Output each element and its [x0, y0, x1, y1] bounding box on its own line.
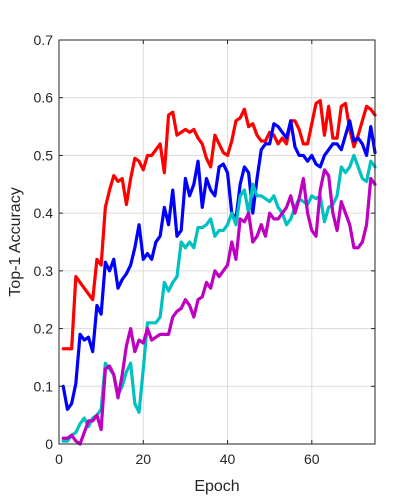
y-tick-label: 0: [45, 436, 53, 452]
y-tick-label: 0.2: [34, 321, 54, 337]
x-tick-label: 0: [55, 451, 63, 467]
y-tick-label: 0.1: [34, 378, 54, 394]
y-axis-ticks: 0 0.1 0.2 0.3 0.4 0.5 0.6 0.7: [34, 32, 375, 452]
series-line-4: [61, 168, 377, 446]
grid: [58, 39, 375, 445]
y-tick-label: 0.4: [34, 205, 54, 221]
x-axis-ticks: 0 20 40 60: [55, 40, 320, 467]
y-tick-label: 0.3: [34, 263, 54, 279]
series-lines: [61, 98, 377, 446]
y-tick-label: 0.6: [34, 90, 54, 106]
series-line-1: [61, 98, 377, 351]
x-tick-label: 60: [304, 451, 320, 467]
x-tick-label: 20: [135, 451, 151, 467]
series-line-3: [61, 153, 377, 443]
x-tick-label: 40: [220, 451, 236, 467]
series-line-2: [61, 119, 377, 411]
x-axis-label: Epoch: [194, 478, 239, 495]
plot-frame: [58, 39, 376, 445]
y-axis-label: Top-1 Accuracy: [7, 187, 24, 296]
y-tick-label: 0.5: [34, 147, 54, 163]
y-tick-label: 0.7: [34, 32, 54, 48]
